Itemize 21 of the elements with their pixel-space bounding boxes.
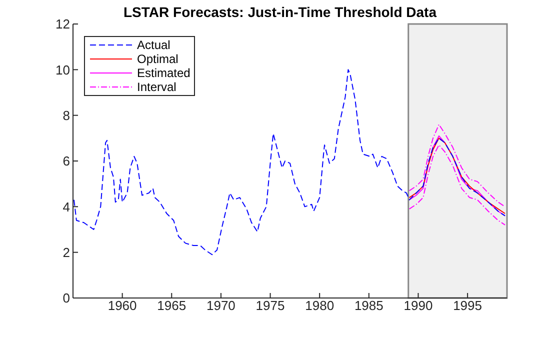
- x-tick-label: 1990: [404, 298, 433, 314]
- y-tick-label: 4: [62, 199, 70, 214]
- x-tick-label: 1985: [354, 298, 384, 314]
- chart-title: LSTAR Forecasts: Just-in-Time Threshold Data: [124, 4, 436, 20]
- x-tick-label: 1980: [305, 298, 334, 314]
- y-tick-label: 6: [62, 154, 70, 169]
- legend-label: Optimal: [137, 52, 178, 66]
- legend-label: Estimated: [137, 66, 190, 80]
- x-tick-label: 1975: [256, 298, 285, 314]
- x-tick-label: 1970: [206, 298, 236, 314]
- legend-label: Interval: [137, 80, 176, 94]
- x-tick-label: 1965: [157, 298, 186, 314]
- y-tick-label: 2: [62, 244, 70, 260]
- x-tick-label: 1960: [108, 298, 137, 314]
- y-tick-label: 8: [62, 108, 70, 123]
- legend-label: Actual: [137, 38, 170, 52]
- line-series: [73, 69, 506, 256]
- y-tick-label: 0: [62, 290, 70, 306]
- x-tick-label: 1995: [453, 298, 482, 314]
- y-tick-label: 12: [56, 16, 70, 32]
- y-tick-label: 10: [56, 62, 70, 78]
